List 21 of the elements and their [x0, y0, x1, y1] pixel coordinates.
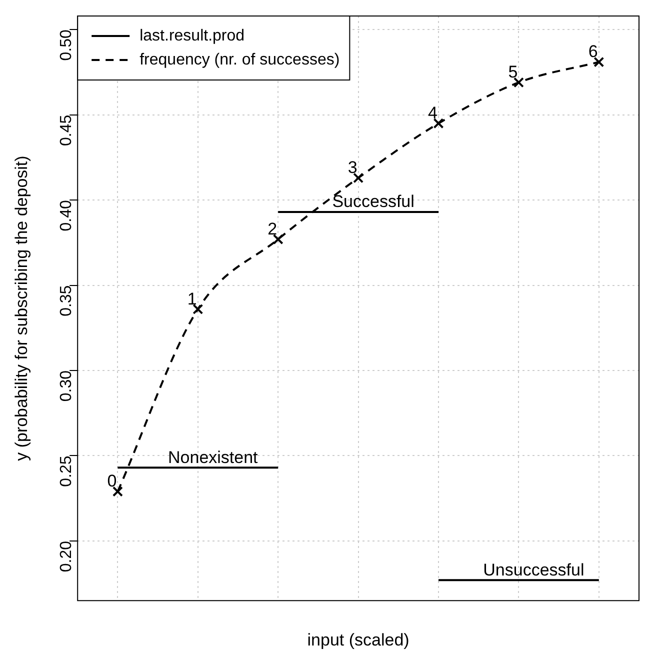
annotation: 6	[588, 42, 598, 62]
annotation: Successful	[332, 192, 414, 212]
y-tick-label: 0.35	[58, 285, 76, 316]
annotation: 1	[187, 289, 197, 308]
legend-label: frequency (nr. of successes)	[140, 51, 340, 68]
annotation: 5	[508, 62, 518, 82]
annotation: 3	[348, 158, 358, 178]
annotation: 0	[107, 472, 117, 491]
annotation: Unsuccessful	[483, 560, 584, 580]
y-tick-label: 0.30	[58, 370, 76, 402]
x-axis-title: input (scaled)	[307, 630, 410, 650]
y-axis-title: y (probability for subscribing the deposit)	[12, 156, 31, 461]
y-tick-label: 0.25	[58, 456, 76, 487]
annotation: 4	[428, 104, 438, 123]
annotation: 2	[268, 219, 278, 238]
y-tick-label: 0.20	[58, 540, 76, 572]
y-tick-label: 0.50	[58, 30, 76, 61]
annotation: Nonexistent	[168, 448, 258, 467]
y-tick-label: 0.45	[58, 114, 76, 146]
legend-label: last.result.prod	[140, 27, 245, 44]
y-tick-label: 0.40	[58, 200, 76, 232]
